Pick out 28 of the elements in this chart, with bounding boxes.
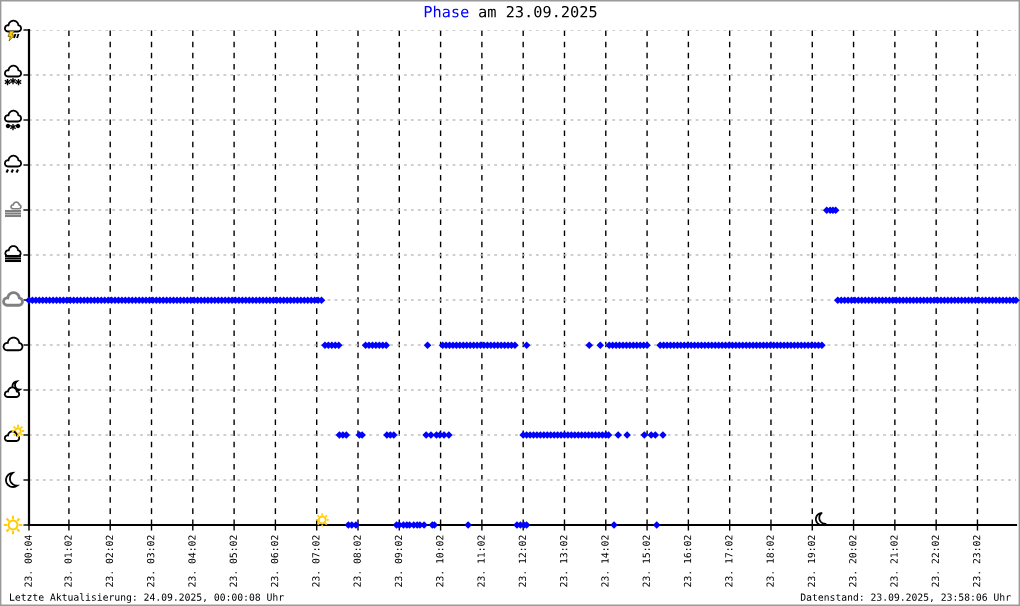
x-tick-label: 23. 17:02 <box>725 535 733 587</box>
x-tick-label: 23. 11:02 <box>477 535 485 587</box>
x-tick-label: 23. 14:02 <box>601 535 609 587</box>
x-tick-label: 23. 02:02 <box>105 535 114 587</box>
chart-title: am 23.09.2025 <box>479 5 597 18</box>
x-tick-label: 23. 20:02 <box>849 535 857 587</box>
x-tick-label: 23. 12:02 <box>518 535 527 587</box>
x-tick-label: 23. 01:02 <box>64 535 72 587</box>
x-tick-label: 23. 10:02 <box>436 535 444 587</box>
x-tick-label: 23. 06:02 <box>270 535 279 587</box>
x-tick-label: 23. 23:02 <box>972 535 981 587</box>
x-tick-label: 23. 07:02 <box>312 535 320 587</box>
x-tick-label: 23. 05:02 <box>229 535 237 587</box>
x-tick-label: 23. 22:02 <box>931 535 940 587</box>
x-tick-label: 23. 16:02 <box>683 535 692 587</box>
x-tick-label: 23. 03:02 <box>147 535 155 587</box>
x-tick-label: 23. 18:02 <box>766 535 774 587</box>
x-tick-label: 23. 08:02 <box>353 535 361 587</box>
x-tick-label: 23. 13:02 <box>559 535 568 587</box>
x-tick-label: 23. 19:02 <box>807 535 816 587</box>
x-tick-label: 23. 21:02 <box>890 535 898 587</box>
text: Letzte Aktualisierung: 24.09.2025, 00:00:08 Uhr <box>10 593 284 603</box>
x-tick-label: 23. 04:02 <box>188 535 196 587</box>
text: Datenstand: 23.09.2025, 23:58:06 Uhr <box>800 593 1011 603</box>
text: Phase <box>424 5 469 18</box>
x-tick-label: 23. 15:02 <box>642 535 650 587</box>
x-tick-label: 23. 00:04 <box>24 535 32 587</box>
x-tick-label: 23. 09:02 <box>394 535 403 587</box>
